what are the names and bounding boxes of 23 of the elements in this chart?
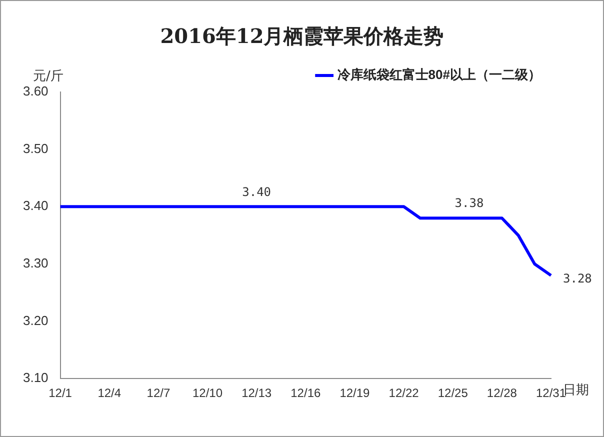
- legend-label: 冷库纸袋红富士80#以上（一二级）: [337, 67, 542, 82]
- y-tick-label: 3.10: [22, 370, 48, 386]
- x-tick-label: 12/19: [340, 386, 370, 400]
- x-tick-label: 12/13: [242, 386, 272, 400]
- y-tick-label: 3.30: [22, 256, 48, 271]
- y-tick-label: 3.20: [22, 312, 48, 328]
- data-label: 3.38: [454, 196, 484, 210]
- x-tick-label: 12/31: [536, 386, 566, 400]
- y-tick-label: 3.60: [22, 84, 48, 99]
- x-tick-label: 12/28: [486, 386, 518, 400]
- x-tick-label: 12/25: [438, 386, 468, 400]
- y-tick-label: 3.50: [22, 140, 48, 156]
- data-label: 3.40: [242, 184, 272, 199]
- x-tick-label: 12/16: [290, 386, 321, 400]
- chart-title: 2016年12月栖霞苹果价格走势: [159, 23, 445, 50]
- x-tick-label: 12/7: [146, 386, 170, 400]
- x-tick-label: 12/22: [388, 386, 420, 400]
- x-tick-label: 12/4: [98, 386, 122, 400]
- y-axis-title: 元/斤: [33, 68, 64, 85]
- y-tick-label: 3.40: [22, 198, 48, 214]
- x-tick-label: 12/10: [192, 386, 223, 400]
- x-tick-label: 12/1: [48, 386, 72, 400]
- data-label: 3.28: [563, 272, 592, 286]
